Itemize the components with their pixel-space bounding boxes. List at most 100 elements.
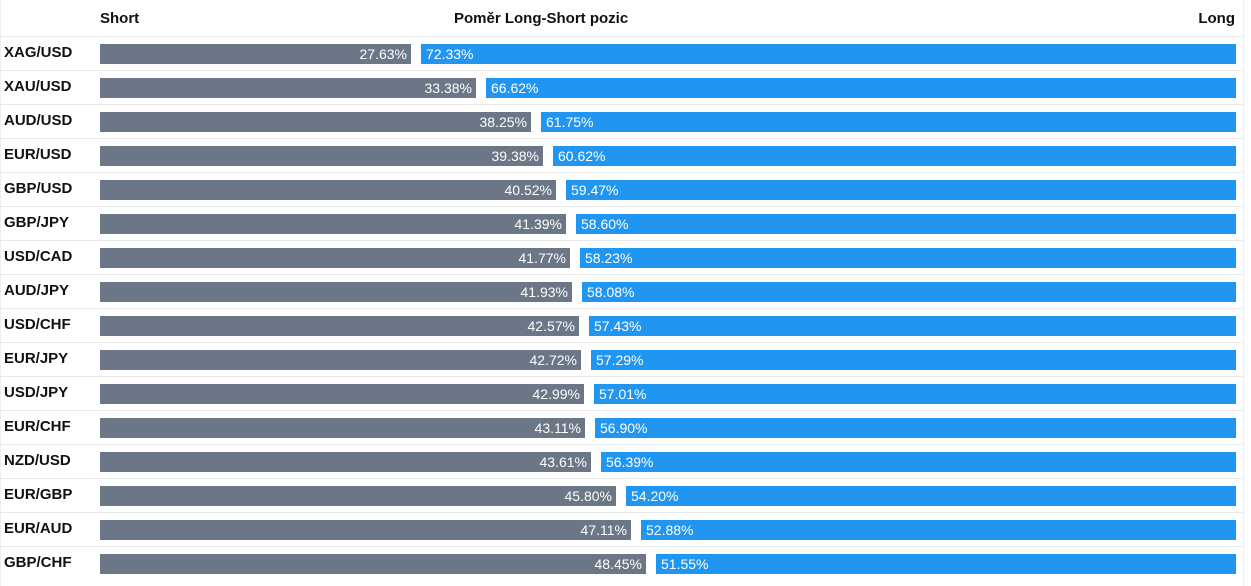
short-bar: 33.38% (100, 78, 476, 98)
short-value-label: 47.11% (580, 522, 627, 538)
long-value-label: 58.08% (587, 284, 635, 300)
long-value-label: 51.55% (661, 556, 709, 572)
chart-row: EUR/GBP 45.80% 54.20% (0, 478, 1243, 513)
long-bar: 58.60% (576, 214, 1236, 234)
long-bar: 52.88% (641, 520, 1236, 540)
short-value-label: 45.80% (564, 488, 612, 504)
long-bar: 54.20% (626, 486, 1236, 506)
chart-row: USD/CHF 42.57% 57.43% (0, 308, 1243, 343)
short-value-label: 39.38% (491, 148, 539, 164)
short-value-label: 38.25% (479, 114, 527, 130)
chart-frame-left (0, 0, 1, 586)
long-bar: 72.33% (421, 44, 1236, 64)
short-value-label: 27.63% (359, 46, 407, 62)
pair-label: GBP/USD (4, 180, 73, 197)
long-value-label: 52.88% (646, 522, 694, 538)
long-bar: 56.90% (595, 418, 1236, 438)
chart-row: GBP/USD 40.52% 59.47% (0, 172, 1243, 207)
chart-row: EUR/JPY 42.72% 57.29% (0, 342, 1243, 377)
long-value-label: 57.01% (599, 386, 647, 402)
short-bar: 48.45% (100, 554, 646, 574)
short-value-label: 48.45% (594, 556, 642, 572)
chart-row: EUR/AUD 47.11% 52.88% (0, 512, 1243, 547)
long-value-label: 72.33% (426, 46, 474, 62)
long-bar: 58.08% (582, 282, 1236, 302)
chart-title: Poměr Long-Short pozic (454, 10, 629, 27)
pair-label: XAG/USD (4, 44, 73, 61)
short-value-label: 42.72% (529, 352, 577, 368)
short-bar: 39.38% (100, 146, 543, 166)
pair-label: USD/JPY (4, 384, 69, 401)
chart-frame-right (1243, 0, 1244, 586)
chart-row: XAG/USD 27.63% 72.33% (0, 36, 1243, 71)
long-bar: 51.55% (656, 554, 1236, 574)
pair-label: XAU/USD (4, 78, 72, 95)
short-value-label: 40.52% (504, 182, 552, 198)
long-bar: 60.62% (553, 146, 1236, 166)
long-value-label: 57.29% (596, 352, 644, 368)
short-bar: 40.52% (100, 180, 556, 200)
long-bar: 57.01% (594, 384, 1236, 404)
short-value-label: 42.99% (532, 386, 580, 402)
long-value-label: 61.75% (546, 114, 594, 130)
short-bar: 45.80% (100, 486, 616, 506)
long-header-label: Long (1198, 10, 1235, 27)
chart-row: USD/JPY 42.99% 57.01% (0, 376, 1243, 411)
long-bar: 57.29% (591, 350, 1236, 370)
short-value-label: 43.11% (534, 420, 581, 436)
long-value-label: 58.60% (581, 216, 629, 232)
long-bar: 66.62% (486, 78, 1236, 98)
pair-label: AUD/USD (4, 112, 73, 129)
chart-row: XAU/USD 33.38% 66.62% (0, 70, 1243, 105)
long-bar: 56.39% (601, 452, 1236, 472)
pair-label: EUR/AUD (4, 520, 73, 537)
pair-label: AUD/JPY (4, 282, 70, 299)
short-bar: 41.39% (100, 214, 566, 234)
chart-row: NZD/USD 43.61% 56.39% (0, 444, 1243, 479)
short-bar: 38.25% (100, 112, 531, 132)
short-value-label: 42.57% (527, 318, 575, 334)
short-value-label: 33.38% (424, 80, 472, 96)
long-value-label: 66.62% (491, 80, 539, 96)
chart-row: GBP/CHF 48.45% 51.55% (0, 546, 1243, 581)
long-value-label: 60.62% (558, 148, 606, 164)
pair-label: EUR/JPY (4, 350, 69, 367)
short-bar: 42.57% (100, 316, 579, 336)
short-value-label: 41.77% (518, 250, 566, 266)
pair-label: EUR/CHF (4, 418, 71, 435)
chart-row: EUR/CHF 43.11% 56.90% (0, 410, 1243, 445)
chart-row: AUD/USD 38.25% 61.75% (0, 104, 1243, 139)
short-bar: 41.93% (100, 282, 572, 302)
short-header-label: Short (100, 10, 140, 27)
chart-row: GBP/JPY 41.39% 58.60% (0, 206, 1243, 241)
pair-label: GBP/JPY (4, 214, 70, 231)
long-value-label: 59.47% (571, 182, 619, 198)
short-bar: 42.72% (100, 350, 581, 370)
short-bar: 43.11% (100, 418, 585, 438)
short-bar: 41.77% (100, 248, 570, 268)
long-bar: 58.23% (580, 248, 1236, 268)
short-bar: 47.11% (100, 520, 631, 540)
pair-label: NZD/USD (4, 452, 71, 469)
long-bar: 61.75% (541, 112, 1236, 132)
long-bar: 59.47% (566, 180, 1236, 200)
long-value-label: 58.23% (585, 250, 633, 266)
short-value-label: 41.93% (520, 284, 568, 300)
long-value-label: 57.43% (594, 318, 642, 334)
pair-label: USD/CAD (4, 248, 73, 265)
long-value-label: 56.90% (600, 420, 648, 436)
chart-row: EUR/USD 39.38% 60.62% (0, 138, 1243, 173)
short-bar: 43.61% (100, 452, 591, 472)
long-bar: 57.43% (589, 316, 1236, 336)
long-value-label: 56.39% (606, 454, 654, 470)
short-value-label: 41.39% (514, 216, 562, 232)
pair-label: EUR/GBP (4, 486, 73, 503)
chart-row: AUD/JPY 41.93% 58.08% (0, 274, 1243, 309)
short-bar: 42.99% (100, 384, 584, 404)
pair-label: USD/CHF (4, 316, 71, 333)
pair-label: GBP/CHF (4, 554, 72, 571)
short-bar: 27.63% (100, 44, 411, 64)
long-value-label: 54.20% (631, 488, 679, 504)
chart-row: USD/CAD 41.77% 58.23% (0, 240, 1243, 275)
